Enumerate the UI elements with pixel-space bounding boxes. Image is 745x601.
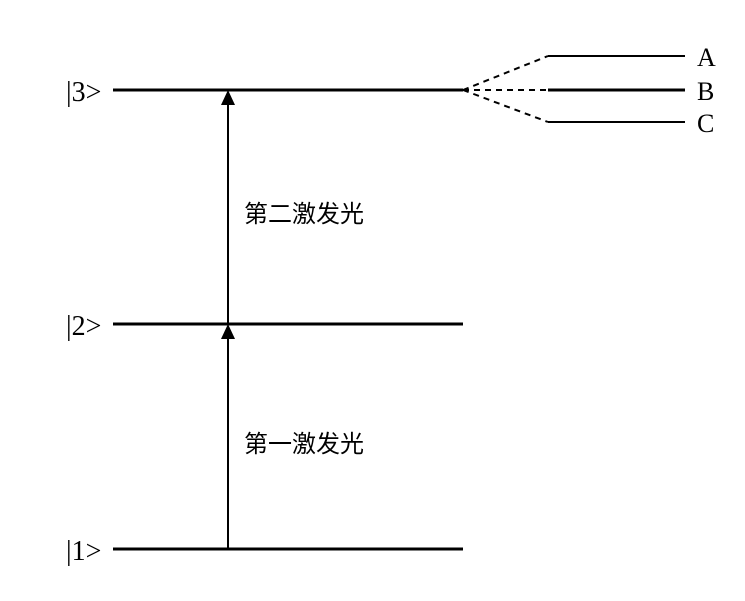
split-C-label: C <box>697 109 714 139</box>
energy-level-diagram: |1> |2> |3> 第一激发光 第二激发光 A B C <box>0 0 745 601</box>
level-1-label: |1> <box>66 536 101 568</box>
split-A-label: A <box>697 43 716 73</box>
arrow-2-head <box>221 90 235 105</box>
level-2-label: |2> <box>66 311 101 343</box>
diagram-svg <box>0 0 745 601</box>
arrow-1-head <box>221 324 235 339</box>
arrow-2-label: 第二激发光 <box>244 194 364 229</box>
dash-to-C <box>463 90 548 122</box>
arrow-1-label: 第一激发光 <box>244 424 364 459</box>
split-B-label: B <box>697 77 714 107</box>
dash-to-A <box>463 56 548 90</box>
level-3-label: |3> <box>66 77 101 109</box>
